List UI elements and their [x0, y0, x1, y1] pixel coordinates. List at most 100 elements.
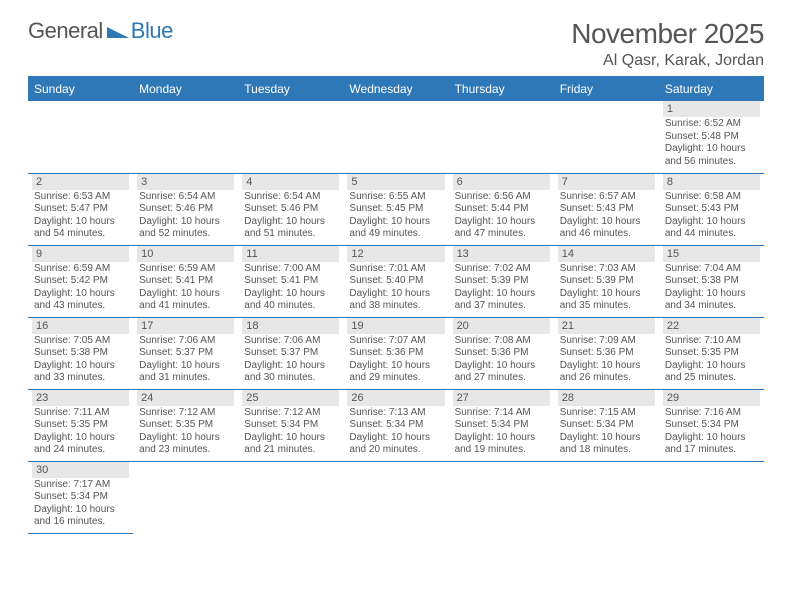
sunset-text: Sunset: 5:42 PM — [32, 275, 129, 288]
calendar-week-row: 23Sunrise: 7:11 AMSunset: 5:35 PMDayligh… — [28, 389, 764, 461]
calendar-cell: 19Sunrise: 7:07 AMSunset: 5:36 PMDayligh… — [343, 317, 448, 389]
daylight-text: Daylight: 10 hours and 31 minutes. — [137, 360, 234, 385]
calendar-cell: 22Sunrise: 7:10 AMSunset: 5:35 PMDayligh… — [659, 317, 764, 389]
weekday-header: Thursday — [449, 78, 554, 101]
calendar-cell-inner: 17Sunrise: 7:06 AMSunset: 5:37 PMDayligh… — [133, 318, 238, 388]
calendar-week-row: 16Sunrise: 7:05 AMSunset: 5:38 PMDayligh… — [28, 317, 764, 389]
daylight-text: Daylight: 10 hours and 24 minutes. — [32, 432, 129, 457]
calendar-cell-inner: 25Sunrise: 7:12 AMSunset: 5:34 PMDayligh… — [238, 390, 343, 460]
daylight-text: Daylight: 10 hours and 38 minutes. — [347, 288, 444, 313]
calendar-cell — [449, 101, 554, 173]
calendar-cell: 6Sunrise: 6:56 AMSunset: 5:44 PMDaylight… — [449, 173, 554, 245]
calendar-cell: 15Sunrise: 7:04 AMSunset: 5:38 PMDayligh… — [659, 245, 764, 317]
logo: General Blue — [28, 18, 173, 45]
daylight-text: Daylight: 10 hours and 21 minutes. — [242, 432, 339, 457]
calendar-week-row: 1Sunrise: 6:52 AMSunset: 5:48 PMDaylight… — [28, 101, 764, 173]
logo-text-general: General — [28, 18, 103, 44]
day-number: 30 — [32, 462, 129, 478]
calendar-cell-inner: 19Sunrise: 7:07 AMSunset: 5:36 PMDayligh… — [343, 318, 448, 388]
daylight-text: Daylight: 10 hours and 19 minutes. — [453, 432, 550, 457]
day-number: 15 — [663, 246, 760, 262]
daylight-text: Daylight: 10 hours and 18 minutes. — [558, 432, 655, 457]
daylight-text: Daylight: 10 hours and 34 minutes. — [663, 288, 760, 313]
sunset-text: Sunset: 5:37 PM — [137, 347, 234, 360]
daylight-text: Daylight: 10 hours and 44 minutes. — [663, 216, 760, 241]
calendar-cell-inner: 15Sunrise: 7:04 AMSunset: 5:38 PMDayligh… — [659, 246, 764, 316]
calendar-cell-inner: 28Sunrise: 7:15 AMSunset: 5:34 PMDayligh… — [554, 390, 659, 460]
calendar-week-row: 30Sunrise: 7:17 AMSunset: 5:34 PMDayligh… — [28, 461, 764, 533]
calendar-cell: 21Sunrise: 7:09 AMSunset: 5:36 PMDayligh… — [554, 317, 659, 389]
calendar-cell: 5Sunrise: 6:55 AMSunset: 5:45 PMDaylight… — [343, 173, 448, 245]
daylight-text: Daylight: 10 hours and 29 minutes. — [347, 360, 444, 385]
day-number: 29 — [663, 390, 760, 406]
day-number: 10 — [137, 246, 234, 262]
sunset-text: Sunset: 5:45 PM — [347, 203, 444, 216]
sunrise-text: Sunrise: 7:03 AM — [558, 263, 655, 276]
weekday-header: Tuesday — [238, 78, 343, 101]
sunset-text: Sunset: 5:35 PM — [32, 419, 129, 432]
sunrise-text: Sunrise: 7:04 AM — [663, 263, 760, 276]
day-number: 7 — [558, 174, 655, 190]
weekday-header: Monday — [133, 78, 238, 101]
weekday-header: Wednesday — [343, 78, 448, 101]
calendar-cell-inner: 26Sunrise: 7:13 AMSunset: 5:34 PMDayligh… — [343, 390, 448, 460]
sunrise-text: Sunrise: 6:55 AM — [347, 191, 444, 204]
day-number: 25 — [242, 390, 339, 406]
calendar-cell: 10Sunrise: 6:59 AMSunset: 5:41 PMDayligh… — [133, 245, 238, 317]
calendar-week-row: 9Sunrise: 6:59 AMSunset: 5:42 PMDaylight… — [28, 245, 764, 317]
calendar-cell-inner: 9Sunrise: 6:59 AMSunset: 5:42 PMDaylight… — [28, 246, 133, 316]
sunrise-text: Sunrise: 7:11 AM — [32, 407, 129, 420]
sunrise-text: Sunrise: 6:58 AM — [663, 191, 760, 204]
calendar-cell — [554, 101, 659, 173]
sunrise-text: Sunrise: 7:06 AM — [242, 335, 339, 348]
calendar-cell: 16Sunrise: 7:05 AMSunset: 5:38 PMDayligh… — [28, 317, 133, 389]
day-number: 23 — [32, 390, 129, 406]
calendar-cell-inner: 2Sunrise: 6:53 AMSunset: 5:47 PMDaylight… — [28, 174, 133, 244]
sunrise-text: Sunrise: 6:54 AM — [137, 191, 234, 204]
calendar-cell-inner: 1Sunrise: 6:52 AMSunset: 5:48 PMDaylight… — [659, 101, 764, 171]
calendar-cell: 18Sunrise: 7:06 AMSunset: 5:37 PMDayligh… — [238, 317, 343, 389]
calendar-cell-inner: 24Sunrise: 7:12 AMSunset: 5:35 PMDayligh… — [133, 390, 238, 460]
calendar-cell-inner: 12Sunrise: 7:01 AMSunset: 5:40 PMDayligh… — [343, 246, 448, 316]
day-number: 12 — [347, 246, 444, 262]
daylight-text: Daylight: 10 hours and 35 minutes. — [558, 288, 655, 313]
title-block: November 2025 Al Qasr, Karak, Jordan — [571, 18, 764, 70]
sunset-text: Sunset: 5:39 PM — [453, 275, 550, 288]
calendar-cell — [554, 461, 659, 533]
sunset-text: Sunset: 5:34 PM — [558, 419, 655, 432]
daylight-text: Daylight: 10 hours and 30 minutes. — [242, 360, 339, 385]
calendar-cell-inner: 8Sunrise: 6:58 AMSunset: 5:43 PMDaylight… — [659, 174, 764, 244]
sunrise-text: Sunrise: 7:16 AM — [663, 407, 760, 420]
sunrise-text: Sunrise: 7:02 AM — [453, 263, 550, 276]
sunset-text: Sunset: 5:39 PM — [558, 275, 655, 288]
calendar-cell-inner: 29Sunrise: 7:16 AMSunset: 5:34 PMDayligh… — [659, 390, 764, 460]
sunrise-text: Sunrise: 7:05 AM — [32, 335, 129, 348]
calendar-cell: 29Sunrise: 7:16 AMSunset: 5:34 PMDayligh… — [659, 389, 764, 461]
daylight-text: Daylight: 10 hours and 46 minutes. — [558, 216, 655, 241]
daylight-text: Daylight: 10 hours and 49 minutes. — [347, 216, 444, 241]
calendar-cell: 8Sunrise: 6:58 AMSunset: 5:43 PMDaylight… — [659, 173, 764, 245]
sunset-text: Sunset: 5:46 PM — [242, 203, 339, 216]
sunrise-text: Sunrise: 6:57 AM — [558, 191, 655, 204]
daylight-text: Daylight: 10 hours and 16 minutes. — [32, 504, 129, 529]
sunrise-text: Sunrise: 7:01 AM — [347, 263, 444, 276]
calendar-cell — [659, 461, 764, 533]
calendar-cell: 17Sunrise: 7:06 AMSunset: 5:37 PMDayligh… — [133, 317, 238, 389]
calendar-cell: 14Sunrise: 7:03 AMSunset: 5:39 PMDayligh… — [554, 245, 659, 317]
calendar-cell-inner: 11Sunrise: 7:00 AMSunset: 5:41 PMDayligh… — [238, 246, 343, 316]
sunrise-text: Sunrise: 6:59 AM — [137, 263, 234, 276]
sunset-text: Sunset: 5:34 PM — [32, 491, 129, 504]
daylight-text: Daylight: 10 hours and 23 minutes. — [137, 432, 234, 457]
logo-text-blue: Blue — [131, 18, 173, 44]
day-number: 26 — [347, 390, 444, 406]
calendar-cell-inner: 27Sunrise: 7:14 AMSunset: 5:34 PMDayligh… — [449, 390, 554, 460]
sunset-text: Sunset: 5:37 PM — [242, 347, 339, 360]
sunrise-text: Sunrise: 6:59 AM — [32, 263, 129, 276]
day-number: 28 — [558, 390, 655, 406]
calendar-cell — [343, 461, 448, 533]
calendar-cell: 3Sunrise: 6:54 AMSunset: 5:46 PMDaylight… — [133, 173, 238, 245]
daylight-text: Daylight: 10 hours and 54 minutes. — [32, 216, 129, 241]
sunset-text: Sunset: 5:34 PM — [663, 419, 760, 432]
calendar-cell: 25Sunrise: 7:12 AMSunset: 5:34 PMDayligh… — [238, 389, 343, 461]
calendar-cell — [343, 101, 448, 173]
